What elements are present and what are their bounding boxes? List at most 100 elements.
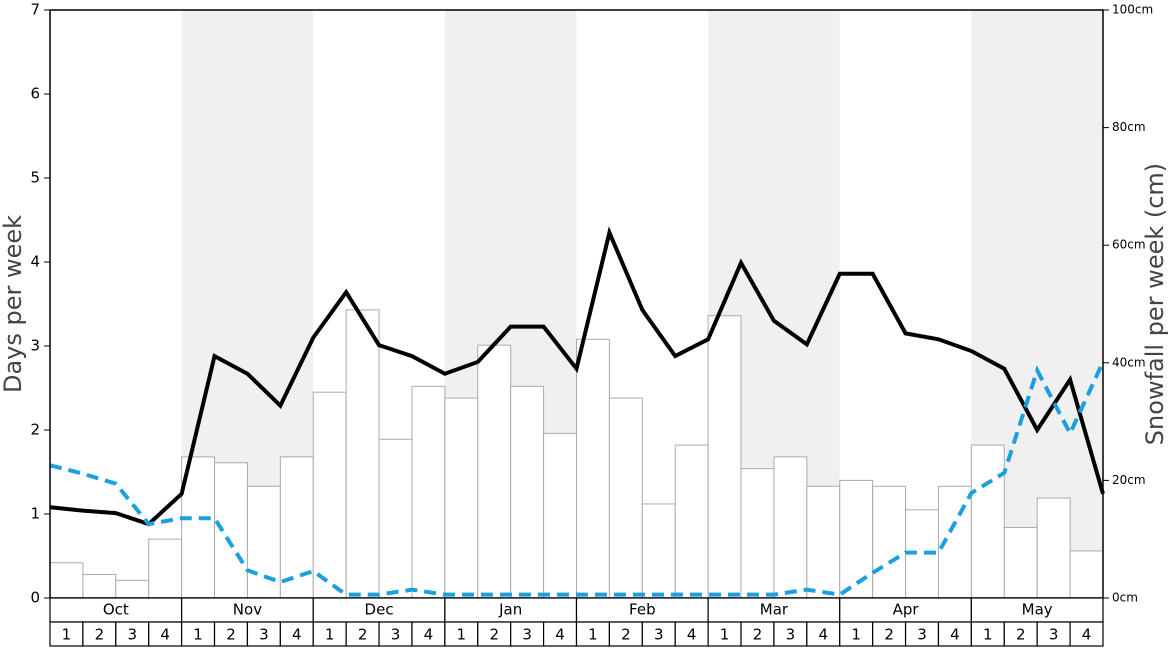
x-tick-label: 2 [884, 626, 894, 644]
x-tick-label: 3 [127, 626, 137, 644]
bar [806, 485, 841, 599]
x-tick-label: 4 [687, 626, 697, 644]
month-cell [575, 597, 709, 623]
x-tick-label: 1 [193, 626, 203, 644]
x-tick-label: 3 [1049, 626, 1059, 644]
week-cell [1069, 621, 1104, 647]
week-cell [608, 621, 643, 647]
week-cell [279, 621, 314, 647]
bar [312, 391, 347, 599]
x-tick-label: 4 [819, 626, 829, 644]
month-label: Apr [893, 601, 920, 619]
month-label: Dec [365, 601, 394, 619]
y2-axis-label: Snowfall per week (cm) [1141, 163, 1168, 445]
y2-tick-label: 20cm [1112, 473, 1146, 487]
x-tick-label: 2 [1016, 626, 1026, 644]
bar [279, 456, 314, 599]
bar [345, 309, 380, 599]
week-cell [542, 621, 578, 647]
x-tick-label: 1 [457, 626, 467, 644]
x-tick-label: 2 [95, 626, 105, 644]
month-label: Nov [233, 601, 262, 619]
y-tick-label: 6 [30, 85, 40, 103]
x-tick-label: 2 [753, 626, 763, 644]
bar [477, 344, 512, 599]
bar [872, 485, 907, 599]
bar [641, 503, 676, 599]
y2-tick-label: 100cm [1112, 3, 1153, 17]
bar [49, 562, 84, 599]
y-tick-label: 2 [30, 421, 40, 439]
month-label: Mar [760, 601, 789, 619]
x-tick-label: 4 [424, 626, 434, 644]
bar [773, 456, 808, 599]
bar [246, 485, 281, 599]
bar [444, 397, 479, 599]
x-tick-label: 2 [489, 626, 499, 644]
y2-tick-label: 0cm [1112, 591, 1138, 605]
bar [543, 432, 577, 599]
y-tick-label: 1 [30, 505, 40, 523]
y-tick-label: 4 [30, 253, 40, 271]
week-cell [477, 621, 512, 647]
bar [214, 462, 248, 599]
bar [707, 315, 742, 599]
month-cell [970, 597, 1104, 623]
week-cell [1036, 621, 1071, 647]
week-cell [181, 621, 216, 647]
y2-tick-label: 60cm [1112, 238, 1146, 252]
bar [510, 385, 545, 599]
y-tick-label: 5 [30, 169, 40, 187]
x-tick-label: 2 [358, 626, 368, 644]
x-tick-label: 1 [588, 626, 598, 644]
month-cell [839, 597, 972, 623]
week-cell [213, 621, 249, 647]
bar [1069, 550, 1104, 599]
x-tick-label: 3 [917, 626, 927, 644]
x-tick-label: 3 [522, 626, 532, 644]
week-cell [246, 621, 281, 647]
week-cell [970, 621, 1005, 647]
bar [148, 538, 183, 599]
bar [378, 438, 413, 599]
y-tick-label: 3 [30, 337, 40, 355]
week-cell [148, 621, 183, 647]
week-cell [411, 621, 446, 647]
bar [740, 468, 775, 599]
week-cell [806, 621, 841, 647]
month-cell [312, 597, 446, 623]
x-tick-label: 1 [851, 626, 861, 644]
line [49, 226, 1105, 527]
x-tick-label: 1 [325, 626, 335, 644]
week-cell [49, 621, 84, 647]
x-tick-label: 1 [983, 626, 993, 644]
bar [1036, 497, 1071, 599]
line [49, 361, 1105, 597]
week-cell [674, 621, 709, 647]
x-tick-label: 2 [621, 626, 631, 644]
week-cell [82, 621, 117, 647]
x-tick-label: 2 [226, 626, 236, 644]
bar [839, 479, 874, 599]
x-tick-label: 3 [259, 626, 269, 644]
week-cell [444, 621, 479, 647]
week-cell [904, 621, 940, 647]
bar [82, 573, 117, 599]
bar [115, 579, 150, 599]
bar [411, 385, 446, 599]
month-label: Jan [498, 601, 522, 619]
y-tick-label: 7 [30, 1, 40, 19]
x-tick-label: 4 [950, 626, 960, 644]
bar [576, 338, 610, 599]
x-tick-label: 3 [786, 626, 796, 644]
bar [181, 456, 216, 599]
x-tick-label: 1 [62, 626, 72, 644]
month-cell [49, 597, 183, 623]
week-cell [740, 621, 775, 647]
bar [674, 444, 709, 599]
month-cell [707, 597, 841, 623]
x-tick-label: 3 [391, 626, 401, 644]
x-tick-label: 4 [160, 626, 170, 644]
x-tick-label: 1 [720, 626, 730, 644]
